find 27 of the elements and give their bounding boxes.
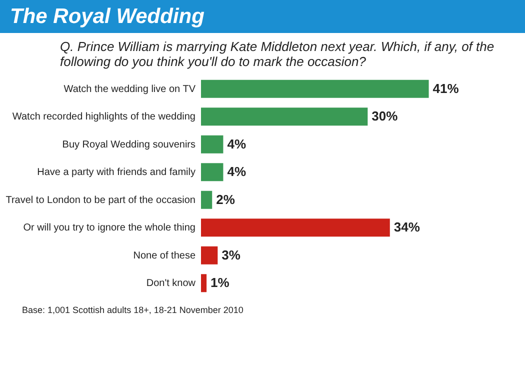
chart-subtitle: Q. Prince William is marrying Kate Middleton next year. Which, if any, of the following do you think you'll do to mark the occasion?: [59, 38, 496, 69]
y-tick-label: None of these: [133, 250, 196, 262]
data-label: 41%: [432, 80, 460, 96]
bar: [201, 190, 212, 209]
y-tick-label: Or will you try to ignore the whole thing: [23, 222, 196, 234]
bar: [201, 108, 368, 126]
data-label: 2%: [216, 192, 236, 207]
data-label: 30%: [372, 108, 398, 124]
y-tick-label: Watch the wedding live on TV: [64, 84, 196, 95]
text: Base: 1,001 Scottish adults 18+, 18-21 November 2010: [21, 304, 244, 315]
y-tick-label: Travel to London to be part of the occasion: [6, 194, 196, 206]
y-tick-label: Don't know: [146, 278, 196, 290]
bar: [201, 135, 224, 154]
bar: [201, 274, 207, 292]
y-tick-label: Watch recorded highlights of the wedding: [12, 112, 196, 123]
bar: [201, 163, 224, 182]
chart-title: The Royal Wedding: [0, 0, 525, 33]
y-tick-label: Have a party with friends and family: [37, 167, 196, 178]
data-label: 1%: [210, 275, 230, 290]
bar: [201, 80, 429, 98]
data-label: 4%: [227, 136, 246, 152]
data-label: 3%: [222, 247, 241, 262]
bar: [201, 246, 218, 264]
y-tick-label: Buy Royal Wedding souvenirs: [62, 139, 196, 150]
data-label: 4%: [227, 164, 246, 180]
bar: [201, 218, 390, 237]
data-label: 34%: [394, 220, 420, 235]
